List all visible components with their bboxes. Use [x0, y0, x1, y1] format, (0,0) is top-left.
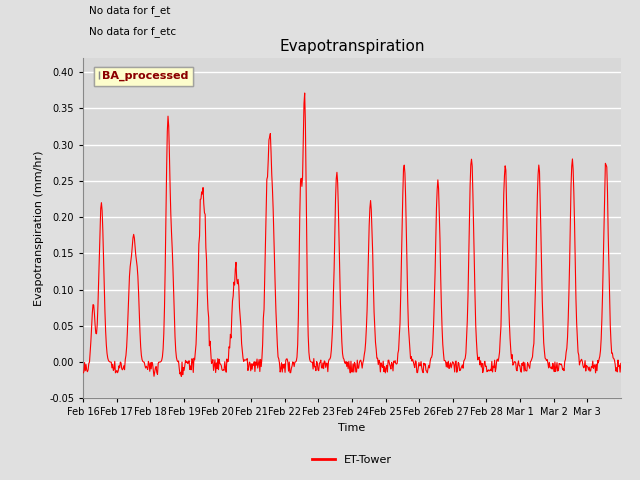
X-axis label: Time: Time	[339, 423, 365, 433]
Legend: BA_processed: BA_processed	[94, 67, 193, 86]
Text: No data for f_et: No data for f_et	[88, 5, 170, 16]
Title: Evapotranspiration: Evapotranspiration	[279, 39, 425, 54]
Text: No data for f_etc: No data for f_etc	[88, 26, 176, 36]
Legend: ET-Tower: ET-Tower	[308, 451, 396, 469]
Y-axis label: Evapotranspiration (mm/hr): Evapotranspiration (mm/hr)	[34, 150, 44, 306]
